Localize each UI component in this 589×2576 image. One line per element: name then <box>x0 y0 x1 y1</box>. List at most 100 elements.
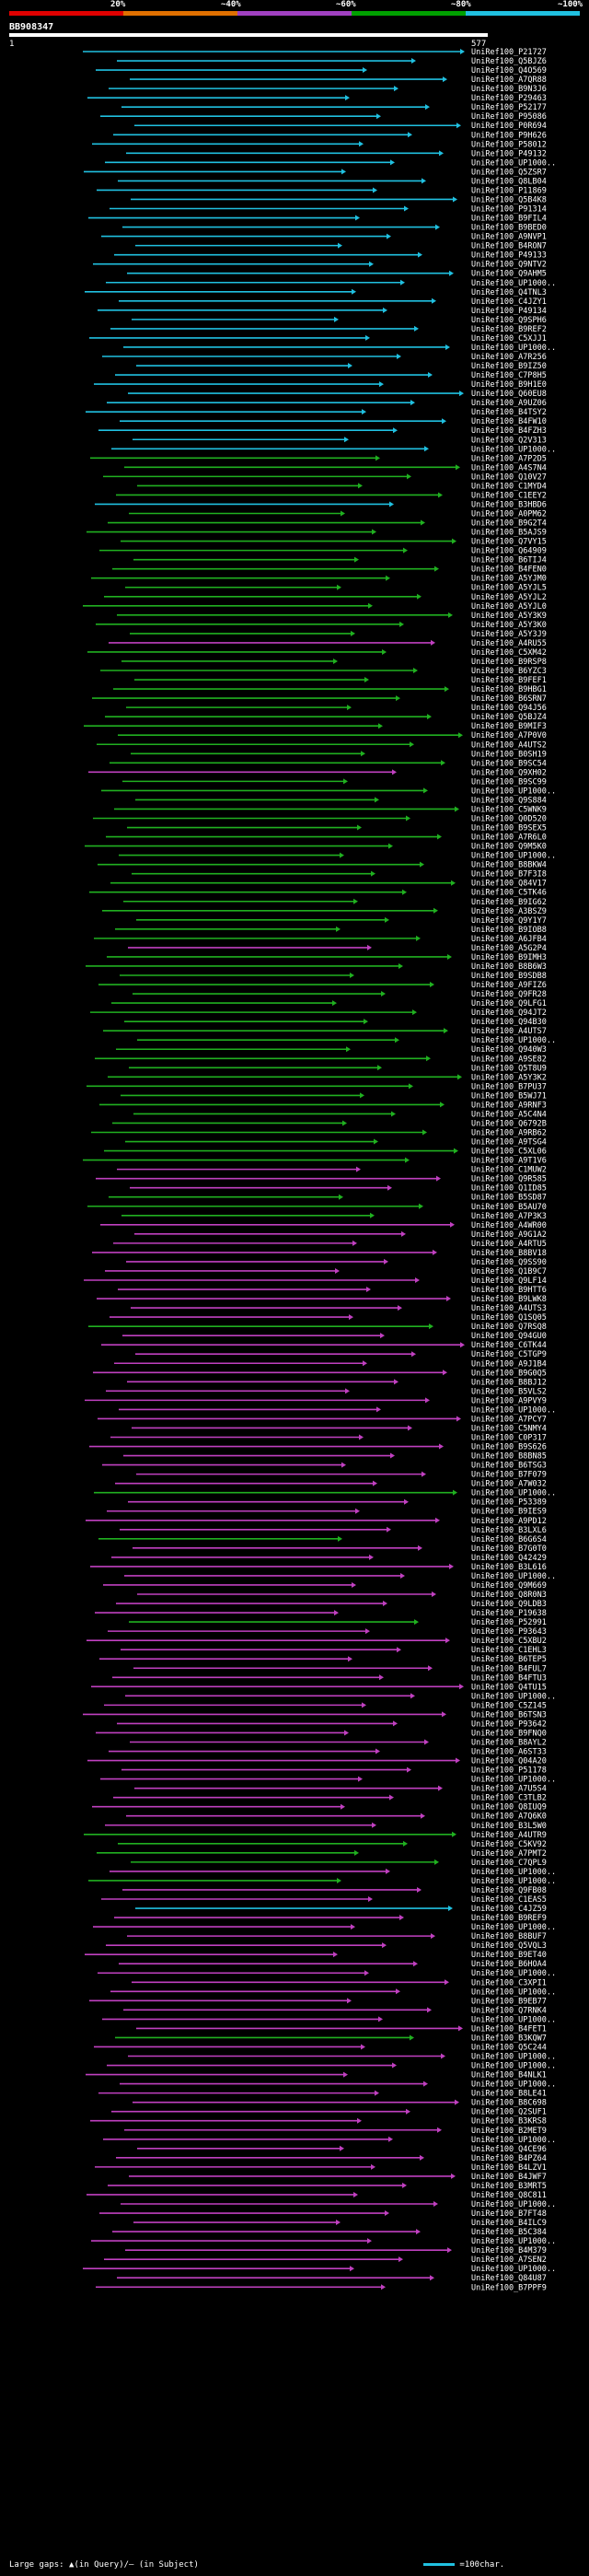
hit-label[interactable]: UniRef100_Q9R585 <box>471 1175 547 1184</box>
hit-label[interactable]: UniRef100_A5Y3K0 <box>471 621 547 630</box>
hit-label[interactable]: UniRef100_Q94JT2 <box>471 1008 547 1018</box>
hit-label[interactable]: UniRef100_UP1000.. <box>471 1405 556 1415</box>
hit-label[interactable]: UniRef100_B4TSY2 <box>471 408 547 417</box>
hit-label[interactable]: UniRef100_UP1000.. <box>471 2053 556 2062</box>
hit-label[interactable]: UniRef100_Q9NTV2 <box>471 261 547 270</box>
hit-label[interactable]: UniRef100_B3L5W0 <box>471 1822 547 1831</box>
hit-label[interactable]: UniRef100_B4FW10 <box>471 417 547 426</box>
hit-label[interactable]: UniRef100_A7PCY7 <box>471 1415 547 1424</box>
hit-label[interactable]: UniRef100_UP1000.. <box>471 1877 556 1886</box>
hit-label[interactable]: UniRef100_A5C4N4 <box>471 1110 547 1119</box>
hit-label[interactable]: UniRef100_A9TSG4 <box>471 1138 547 1148</box>
hit-label[interactable]: UniRef100_C1MUW2 <box>471 1166 547 1175</box>
hit-label[interactable]: UniRef100_B9G0Q5 <box>471 1369 547 1378</box>
hit-label[interactable]: UniRef100_B8LE41 <box>471 2090 547 2099</box>
hit-label[interactable]: UniRef100_A7P2D5 <box>471 454 547 463</box>
hit-label[interactable]: UniRef100_B3MRT5 <box>471 2182 547 2191</box>
hit-label[interactable]: UniRef100_B9IES9 <box>471 1508 547 1517</box>
hit-label[interactable]: UniRef100_P0R694 <box>471 122 547 131</box>
hit-label[interactable]: UniRef100_B6TSG3 <box>471 1462 547 1471</box>
hit-label[interactable]: UniRef100_Q7VY15 <box>471 538 547 547</box>
hit-label[interactable]: UniRef100_P58012 <box>471 140 547 149</box>
hit-label[interactable]: UniRef100_C7P8H5 <box>471 371 547 380</box>
hit-label[interactable]: UniRef100_B3KRS8 <box>471 2117 547 2127</box>
hit-label[interactable]: UniRef100_A7W032 <box>471 1480 547 1489</box>
hit-label[interactable]: UniRef100_C5XJJ1 <box>471 334 547 344</box>
hit-label[interactable]: UniRef100_C0P317 <box>471 1434 547 1443</box>
hit-label[interactable]: UniRef100_Q64909 <box>471 547 547 556</box>
hit-label[interactable]: UniRef100_P21727 <box>471 48 547 57</box>
hit-label[interactable]: UniRef100_UP1000.. <box>471 1036 556 1045</box>
hit-label[interactable]: UniRef100_B9REF2 <box>471 325 547 334</box>
hit-label[interactable]: UniRef100_B2MET9 <box>471 2127 547 2136</box>
hit-label[interactable]: UniRef100_A9PVY9 <box>471 1396 547 1405</box>
hit-label[interactable]: UniRef100_Q9LDB3 <box>471 1600 547 1609</box>
hit-label[interactable]: UniRef100_A9T1V6 <box>471 1157 547 1166</box>
hit-label[interactable]: UniRef100_B9ET40 <box>471 1951 547 1960</box>
hit-label[interactable]: UniRef100_B5AJS9 <box>471 529 547 538</box>
hit-label[interactable]: UniRef100_A4RU55 <box>471 639 547 648</box>
hit-label[interactable]: UniRef100_Q4CE96 <box>471 2145 547 2154</box>
hit-label[interactable]: UniRef100_B6HOA4 <box>471 1960 547 1969</box>
hit-label[interactable]: UniRef100_C6TK44 <box>471 1341 547 1350</box>
hit-label[interactable]: UniRef100_Q9LFG1 <box>471 999 547 1008</box>
hit-label[interactable]: UniRef100_A7P0V0 <box>471 731 547 740</box>
hit-label[interactable]: UniRef100_A4S7N4 <box>471 463 547 472</box>
hit-label[interactable]: UniRef100_B4FEN0 <box>471 565 547 575</box>
hit-label[interactable]: UniRef100_P52177 <box>471 103 547 112</box>
hit-label[interactable]: UniRef100_B6G6S4 <box>471 1535 547 1544</box>
hit-label[interactable]: UniRef100_Q04A20 <box>471 1757 547 1766</box>
hit-label[interactable]: UniRef100_B8BV18 <box>471 1249 547 1258</box>
hit-label[interactable]: UniRef100_UP1000.. <box>471 2265 556 2274</box>
hit-label[interactable]: UniRef100_Q84V17 <box>471 880 547 889</box>
hit-label[interactable]: UniRef100_A7Q6K0 <box>471 1813 547 1822</box>
hit-label[interactable]: UniRef100_B8BUF7 <box>471 1932 547 1941</box>
hit-label[interactable]: UniRef100_B9G2T4 <box>471 519 547 529</box>
hit-label[interactable]: UniRef100_Q2V313 <box>471 436 547 445</box>
hit-label[interactable]: UniRef100_B5AU70 <box>471 1203 547 1212</box>
hit-label[interactable]: UniRef100_B7PPF9 <box>471 2283 547 2292</box>
hit-label[interactable]: UniRef100_C5XBU2 <box>471 1637 547 1646</box>
hit-label[interactable]: UniRef100_C5TGP9 <box>471 1350 547 1359</box>
hit-label[interactable]: UniRef100_UP1000.. <box>471 1776 556 1785</box>
hit-label[interactable]: UniRef100_B9IOB8 <box>471 926 547 935</box>
hit-label[interactable]: UniRef100_C5NMY4 <box>471 1424 547 1433</box>
hit-label[interactable]: UniRef100_B9REF9 <box>471 1914 547 1923</box>
hit-label[interactable]: UniRef100_C3TLB2 <box>471 1794 547 1803</box>
hit-label[interactable]: UniRef100_Q9AHM5 <box>471 270 547 279</box>
hit-label[interactable]: UniRef100_C7QPL9 <box>471 1859 547 1868</box>
hit-label[interactable]: UniRef100_Q9SS90 <box>471 1258 547 1267</box>
hit-label[interactable]: UniRef100_UP1000.. <box>471 1868 556 1877</box>
hit-label[interactable]: UniRef100_Q940W3 <box>471 1045 547 1055</box>
hit-label[interactable]: UniRef100_C5WNK9 <box>471 805 547 814</box>
hit-label[interactable]: UniRef100_C5XL06 <box>471 1148 547 1157</box>
hit-label[interactable]: UniRef100_P51178 <box>471 1766 547 1776</box>
hit-label[interactable]: UniRef100_Q10V27 <box>471 472 547 482</box>
hit-label[interactable]: UniRef100_C3XPI1 <box>471 1978 547 1987</box>
hit-label[interactable]: UniRef100_Q9FR28 <box>471 990 547 999</box>
hit-label[interactable]: UniRef100_Q1B9C7 <box>471 1267 547 1276</box>
hit-label[interactable]: UniRef100_Q9LF14 <box>471 1276 547 1286</box>
hit-label[interactable]: UniRef100_B7PU37 <box>471 1082 547 1091</box>
hit-label[interactable]: UniRef100_Q8R0N3 <box>471 1591 547 1600</box>
hit-label[interactable]: UniRef100_B9H1E0 <box>471 380 547 390</box>
hit-label[interactable]: UniRef100_B9SC99 <box>471 777 547 787</box>
hit-label[interactable]: UniRef100_B9MIF3 <box>471 722 547 731</box>
hit-label[interactable]: UniRef100_C4JZY1 <box>471 297 547 307</box>
hit-label[interactable]: UniRef100_Q94B30 <box>471 1018 547 1027</box>
hit-label[interactable]: UniRef100_C1EEY2 <box>471 491 547 500</box>
hit-label[interactable]: UniRef100_B9BED0 <box>471 224 547 233</box>
hit-label[interactable]: UniRef100_A4UTS3 <box>471 1304 547 1313</box>
hit-label[interactable]: UniRef100_UP1000.. <box>471 852 556 861</box>
hit-label[interactable]: UniRef100_B8AYL2 <box>471 1738 547 1747</box>
hit-label[interactable]: UniRef100_C5XM42 <box>471 648 547 658</box>
hit-label[interactable]: UniRef100_A9PD12 <box>471 1517 547 1526</box>
hit-label[interactable]: UniRef100_P29463 <box>471 94 547 103</box>
hit-label[interactable]: UniRef100_UP1000.. <box>471 1987 556 1997</box>
hit-label[interactable]: UniRef100_A9RNF3 <box>471 1101 547 1110</box>
hit-label[interactable]: UniRef100_Q6792B <box>471 1119 547 1128</box>
hit-label[interactable]: UniRef100_Q7RSQ8 <box>471 1323 547 1332</box>
hit-label[interactable]: UniRef100_P95086 <box>471 112 547 122</box>
hit-label[interactable]: UniRef100_UP1000.. <box>471 445 556 454</box>
hit-label[interactable]: UniRef100_B4FUL7 <box>471 1664 547 1673</box>
